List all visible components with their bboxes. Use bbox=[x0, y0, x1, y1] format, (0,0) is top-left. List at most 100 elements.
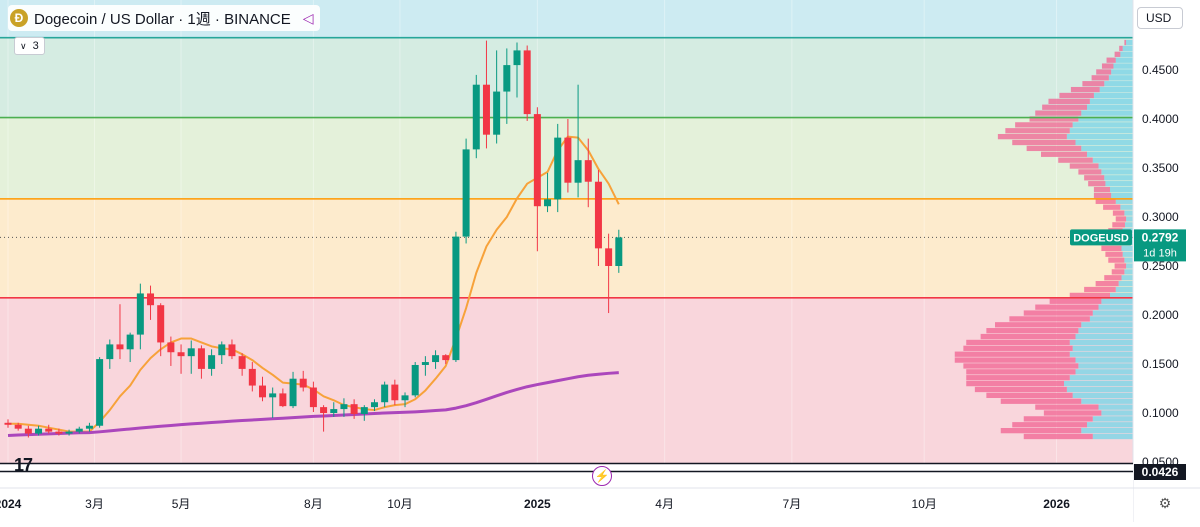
volume-profile-sell-bar bbox=[966, 375, 1070, 381]
chart-header[interactable]: Ð Dogecoin / US Dollar · 1週 · BINANCE ◁ bbox=[8, 5, 320, 31]
candle-body bbox=[452, 236, 460, 361]
price-tick-label: 0.2500 bbox=[1142, 259, 1179, 273]
candle-body bbox=[584, 160, 592, 182]
candle-body bbox=[269, 393, 277, 398]
volume-profile-sell-bar bbox=[1112, 222, 1125, 228]
bottom-level-label: 0.0426 bbox=[1142, 465, 1179, 479]
volume-profile-buy-bar bbox=[1093, 92, 1133, 99]
candle-body bbox=[106, 344, 114, 360]
long-moving-average-line bbox=[7, 371, 619, 438]
candle-body bbox=[462, 149, 470, 237]
volume-profile-buy-bar bbox=[1111, 192, 1133, 199]
volume-profile-buy-bar bbox=[1120, 204, 1133, 210]
candle bbox=[309, 381, 317, 413]
candles bbox=[4, 40, 623, 438]
currency-button[interactable]: USD bbox=[1137, 7, 1183, 29]
candle bbox=[269, 387, 277, 418]
lightning-icon[interactable]: ⚡ bbox=[592, 466, 612, 486]
volume-profile-sell-bar bbox=[1104, 275, 1122, 281]
volume-profile-sell-bar bbox=[1043, 410, 1102, 416]
volume-profile-buy-bar bbox=[1101, 169, 1133, 175]
volume-profile-sell-bar bbox=[1058, 157, 1093, 163]
volume-profile-sell-bar bbox=[1000, 428, 1082, 434]
volume-profile-buy-bar bbox=[1092, 310, 1133, 316]
candle bbox=[401, 392, 409, 408]
candle-body bbox=[574, 160, 582, 183]
candle bbox=[14, 422, 22, 431]
volume-profile-buy-bar bbox=[1081, 110, 1133, 116]
volume-profile-buy-bar bbox=[1101, 410, 1133, 416]
candle-body bbox=[615, 237, 623, 266]
candle bbox=[208, 349, 216, 376]
volume-profile-sell-bar bbox=[1059, 92, 1094, 99]
volume-profile-sell-bar bbox=[1035, 404, 1099, 410]
volume-profile-sell-bar bbox=[1070, 86, 1100, 93]
time-tick-label: 4月 bbox=[655, 497, 674, 511]
volume-profile-buy-bar bbox=[1075, 369, 1133, 375]
candle bbox=[45, 424, 53, 434]
volume-profile-buy-bar bbox=[1087, 151, 1133, 157]
volume-profile-buy-bar bbox=[1075, 357, 1133, 363]
volume-profile-buy-bar bbox=[1124, 210, 1133, 216]
indicator-count: 3 bbox=[32, 40, 39, 52]
candle-body bbox=[96, 359, 104, 426]
volume-profile-buy-bar bbox=[1115, 57, 1133, 63]
volume-profile-buy-bar bbox=[1115, 286, 1133, 293]
volume-profile-buy-bar bbox=[1075, 139, 1133, 146]
volume-profile-sell-bar bbox=[1111, 269, 1125, 275]
price-tick-label: 0.2000 bbox=[1142, 308, 1179, 322]
indicator-collapse-button[interactable]: ∨ 3 bbox=[14, 37, 45, 55]
volume-profile-buy-bar bbox=[1110, 292, 1133, 299]
volume-profile-buy-bar bbox=[1118, 281, 1133, 287]
volume-profile-sell-bar bbox=[1101, 63, 1114, 69]
volume-profile-buy-bar bbox=[1120, 51, 1133, 57]
volume-profile-buy-bar bbox=[1115, 198, 1133, 204]
candle-body bbox=[554, 137, 562, 200]
volume-profile-sell-bar bbox=[1105, 251, 1123, 257]
candle bbox=[523, 45, 531, 121]
volume-profile-buy-bar bbox=[1098, 404, 1133, 410]
volume-profile-buy-bar bbox=[1069, 375, 1133, 381]
volume-profile-buy-bar bbox=[1098, 163, 1133, 169]
volume-profile-buy-bar bbox=[1069, 128, 1133, 134]
volume-profile-buy-bar bbox=[1122, 45, 1133, 52]
candle bbox=[605, 233, 613, 314]
time-tick-label: 2025 bbox=[524, 497, 551, 511]
price-zone bbox=[0, 37, 1133, 118]
volume-profile-sell-bar bbox=[1114, 263, 1127, 269]
candle-body bbox=[187, 348, 195, 357]
volume-profile-buy-bar bbox=[1113, 63, 1133, 69]
volume-profile-sell-bar bbox=[1108, 257, 1125, 263]
volume-profile-buy-bar bbox=[1092, 157, 1133, 163]
volume-profile-sell-bar bbox=[1093, 186, 1110, 193]
volume-profile-sell-bar bbox=[1095, 198, 1116, 204]
volume-profile-buy-bar bbox=[1087, 104, 1133, 110]
volume-profile-buy-bar bbox=[1075, 333, 1133, 340]
candle-body bbox=[24, 428, 32, 434]
volume-profile-sell-bar bbox=[986, 392, 1073, 398]
candle-body bbox=[136, 293, 144, 335]
candle-body bbox=[157, 305, 165, 343]
candle-body bbox=[218, 344, 226, 356]
candle-body bbox=[533, 114, 541, 207]
share-icon[interactable]: ◁ bbox=[302, 9, 314, 26]
gear-icon[interactable]: ⚙ bbox=[1158, 495, 1172, 511]
candle bbox=[462, 138, 470, 244]
volume-profile-sell-bar bbox=[1112, 210, 1125, 216]
volume-profile-buy-bar bbox=[1104, 81, 1133, 87]
volume-profile-buy-bar bbox=[1081, 398, 1133, 404]
volume-profile-sell-bar bbox=[1124, 39, 1127, 46]
volume-profile-sell-bar bbox=[1048, 98, 1090, 104]
candle bbox=[248, 362, 256, 392]
candle bbox=[574, 84, 582, 198]
candle-body bbox=[513, 50, 521, 66]
candle-body bbox=[4, 422, 12, 425]
volume-profile-buy-bar bbox=[1069, 351, 1133, 357]
candle-body bbox=[65, 431, 73, 434]
volume-profile-sell-bar bbox=[1084, 286, 1116, 293]
volume-profile-buy-bar bbox=[1089, 98, 1133, 104]
volume-profile-buy-bar bbox=[1124, 222, 1133, 228]
